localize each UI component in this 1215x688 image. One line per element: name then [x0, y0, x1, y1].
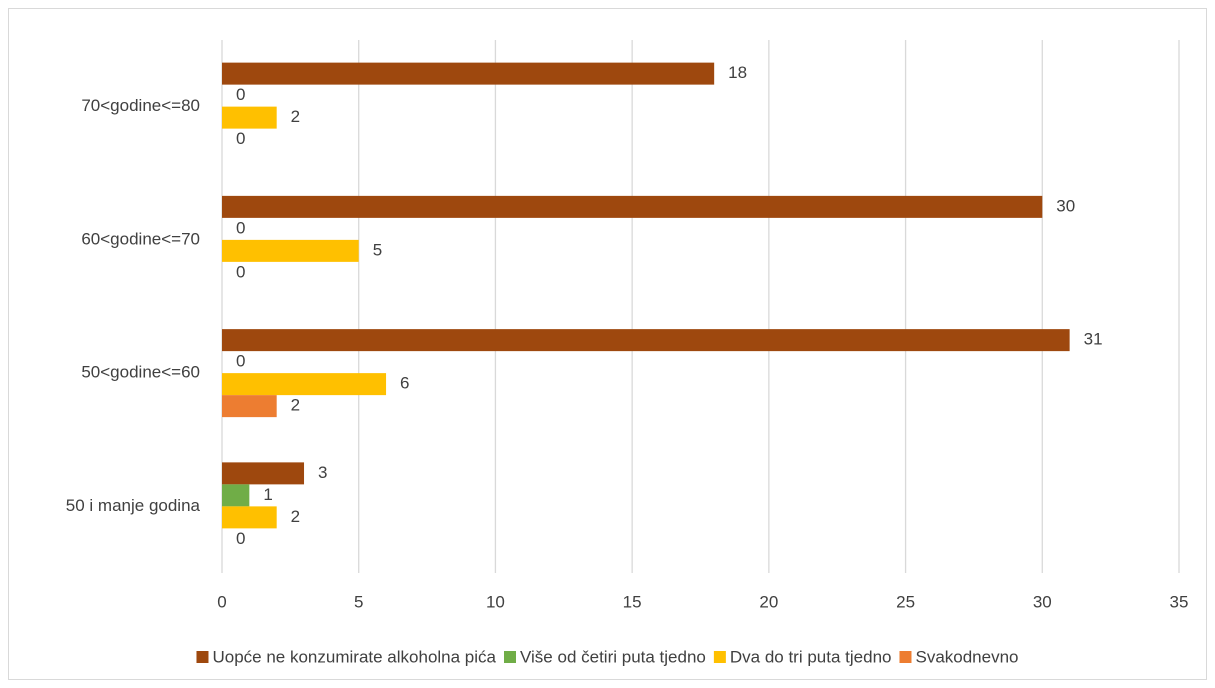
- bar: [222, 239, 359, 262]
- bar: [222, 462, 305, 485]
- legend-swatch: [196, 651, 209, 663]
- y-tick-label: 50<godine<=60: [81, 363, 200, 382]
- bar: [222, 106, 277, 129]
- data-label: 3: [318, 463, 327, 482]
- x-tick-label: 5: [354, 592, 363, 611]
- data-label: 6: [400, 374, 409, 393]
- data-label: 0: [236, 262, 245, 281]
- y-tick-label: 70<godine<=80: [81, 96, 200, 115]
- x-tick-label: 10: [486, 592, 505, 611]
- data-label: 18: [728, 63, 747, 82]
- x-tick-label: 25: [896, 592, 915, 611]
- data-label: 0: [236, 529, 245, 548]
- x-tick-label: 30: [1033, 592, 1052, 611]
- bar: [222, 484, 250, 507]
- data-label: 0: [236, 352, 245, 371]
- x-tick-label: 35: [1170, 592, 1189, 611]
- x-tick-label: 20: [759, 592, 778, 611]
- bar: [222, 195, 1043, 218]
- legend-label: Više od četiri puta tjedno: [520, 647, 706, 666]
- data-label: 5: [373, 240, 382, 259]
- bar: [222, 506, 277, 529]
- x-tick-label: 0: [217, 592, 226, 611]
- legend-label: Uopće ne konzumirate alkoholna pića: [212, 647, 496, 666]
- data-label: 30: [1056, 196, 1075, 215]
- data-label: 1: [263, 485, 272, 504]
- data-label: 2: [291, 396, 300, 415]
- bar: [222, 395, 277, 418]
- legend-swatch: [899, 651, 912, 663]
- y-tick-label: 60<godine<=70: [81, 229, 200, 248]
- legend-swatch: [504, 651, 516, 663]
- data-label: 31: [1084, 330, 1103, 349]
- legend-swatch: [713, 651, 726, 663]
- data-label: 0: [236, 129, 245, 148]
- data-label: 0: [236, 218, 245, 237]
- legend-label: Dva do tri puta tjedno: [730, 647, 892, 666]
- y-tick-label: 50 i manje godina: [66, 496, 201, 515]
- data-label: 2: [291, 507, 300, 526]
- bar: [222, 329, 1070, 352]
- data-label: 0: [236, 85, 245, 104]
- bar: [222, 373, 387, 396]
- x-tick-label: 15: [623, 592, 642, 611]
- data-label: 2: [291, 107, 300, 126]
- bar: [222, 62, 715, 85]
- legend-label: Svakodnevno: [915, 647, 1018, 666]
